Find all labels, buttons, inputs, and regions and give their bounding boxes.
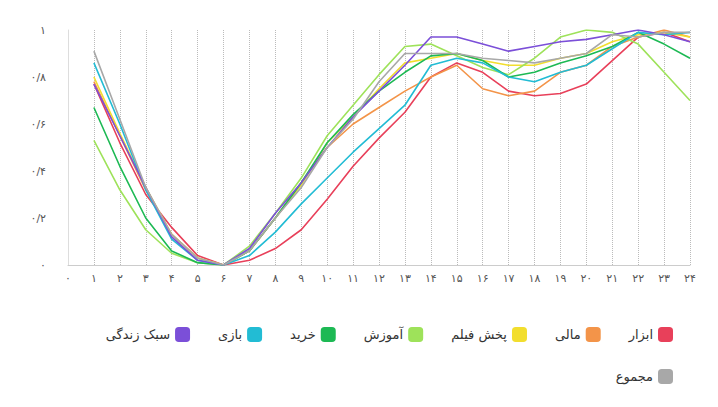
svg-text:۰/۴: ۰/۴: [30, 165, 46, 178]
svg-text:۱: ۱: [91, 272, 97, 285]
svg-text:۲۰: ۲۰: [580, 272, 592, 285]
svg-text:۲۴: ۲۴: [684, 272, 696, 285]
svg-text:۷: ۷: [246, 272, 252, 285]
svg-text:۱۳: ۱۳: [399, 272, 411, 285]
svg-text:۱۲: ۱۲: [373, 272, 385, 285]
svg-text:۰: ۰: [65, 272, 71, 285]
svg-text:۹: ۹: [298, 272, 304, 285]
svg-text:۵: ۵: [195, 272, 201, 285]
svg-text:۲۱: ۲۱: [606, 272, 618, 285]
svg-text:پخش فیلم: پخش فیلم: [451, 327, 507, 343]
svg-text:۱۰: ۱۰: [321, 272, 333, 285]
svg-text:۱۴: ۱۴: [425, 272, 437, 285]
svg-text:بازی: بازی: [218, 327, 242, 343]
svg-text:ابزار: ابزار: [628, 327, 653, 343]
svg-text:۱۷: ۱۷: [503, 272, 515, 285]
svg-text:مالی: مالی: [555, 327, 581, 342]
svg-text:۱: ۱: [40, 24, 46, 37]
svg-text:۴: ۴: [169, 272, 175, 285]
svg-text:۰/۶: ۰/۶: [30, 118, 46, 131]
svg-text:۰: ۰: [40, 259, 46, 272]
svg-text:۱۹: ۱۹: [555, 272, 567, 285]
svg-text:۸: ۸: [272, 272, 278, 285]
svg-text:۳: ۳: [143, 272, 149, 285]
svg-text:مجموع: مجموع: [616, 369, 653, 385]
svg-text:۰/۸: ۰/۸: [30, 71, 46, 84]
svg-text:۱۶: ۱۶: [477, 272, 489, 285]
svg-text:۱۱: ۱۱: [347, 272, 359, 285]
svg-text:۲۳: ۲۳: [658, 272, 670, 285]
svg-text:آموزش: آموزش: [364, 326, 405, 343]
svg-text:۲: ۲: [117, 272, 123, 285]
svg-text:۰/۲: ۰/۲: [30, 212, 46, 225]
svg-text:۱۵: ۱۵: [451, 272, 463, 285]
svg-text:سبک زندگی: سبک زندگی: [106, 327, 170, 343]
svg-text:۱۸: ۱۸: [529, 272, 541, 285]
svg-text:۶: ۶: [221, 272, 227, 285]
svg-text:۲۲: ۲۲: [632, 272, 644, 285]
svg-text:خرید: خرید: [290, 327, 316, 343]
